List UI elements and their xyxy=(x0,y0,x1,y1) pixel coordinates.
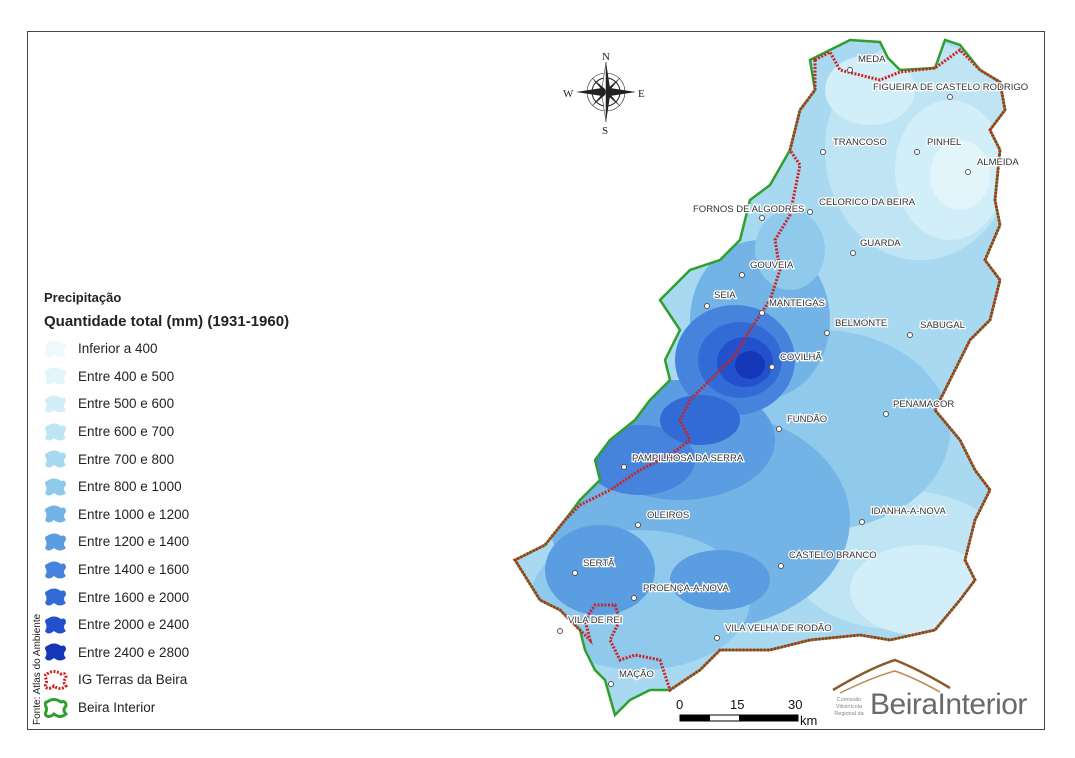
place-label-vila-velha: VILA VELHA DE RODÃO xyxy=(725,623,832,634)
legend-class-item: Entre 2400 e 2800 xyxy=(44,639,289,667)
legend-subtitle: Quantidade total (mm) (1931-1960) xyxy=(44,313,290,330)
logo-brand2: Interior xyxy=(937,688,1028,721)
color-swatch-icon xyxy=(45,478,66,496)
place-label-macao: MAÇÃO xyxy=(619,669,654,680)
place-label-covilha: COVILHÃ xyxy=(780,352,822,363)
place-label-vila-de-rei: VILA DE REI xyxy=(568,615,622,626)
place-label-fornos: FORNOS DE ALGODRES xyxy=(693,204,804,215)
scale-label-15: 15 xyxy=(730,697,745,712)
place-label-belmonte: BELMONTE xyxy=(835,318,887,329)
beira-interior-logo-icon xyxy=(832,658,951,694)
legend-label: Entre 1200 e 1400 xyxy=(78,534,190,550)
color-swatch-icon xyxy=(45,505,66,523)
legend-class-item: Entre 2000 e 2400 xyxy=(44,611,289,639)
place-label-meda: MEDA xyxy=(858,54,886,65)
legend-class-item: Inferior a 400 xyxy=(44,335,289,363)
place-label-penamacor: PENAMACOR xyxy=(893,399,954,410)
legend-label: Inferior a 400 xyxy=(78,341,158,357)
legend-class-item: Entre 800 e 1000 xyxy=(44,473,289,501)
logo-text: BeiraInterior xyxy=(870,688,1027,722)
place-label-celorico: CELORICO DA BEIRA xyxy=(819,197,916,208)
ig-terras-da-beira-boundary xyxy=(512,48,1007,693)
legend-class-item: Entre 1000 e 1200 xyxy=(44,501,289,529)
legend-label: Entre 600 e 700 xyxy=(78,424,175,440)
color-swatch-icon xyxy=(45,643,66,661)
source-note: Fonte: Atlas do Ambiente xyxy=(32,613,43,725)
legend-label: Entre 700 e 800 xyxy=(78,451,175,467)
scale-label-30: 30 xyxy=(788,697,803,712)
legend-boundaries: IG Terras da Beira Beira Interior xyxy=(44,666,289,721)
legend-boundary-item: IG Terras da Beira xyxy=(44,666,289,694)
color-swatch-icon xyxy=(45,533,66,551)
place-label-serta: SERTÃ xyxy=(583,558,615,569)
place-label-almeida: ALMEIDA xyxy=(977,157,1019,168)
compass-rose-icon: N S E W xyxy=(563,51,645,137)
legend-label: Entre 2000 e 2400 xyxy=(78,617,190,633)
compass-n: N xyxy=(602,51,610,63)
place-label-pampilhosa: PAMPILHOSA DA SERRA xyxy=(632,453,744,464)
legend-title: Precipitação xyxy=(44,290,122,305)
color-swatch-icon xyxy=(45,588,66,606)
place-label-guarda: GUARDA xyxy=(860,238,901,249)
place-label-figueira: FIGUEIRA DE CASTELO RODRIGO xyxy=(873,82,1028,93)
color-swatch-icon xyxy=(45,616,66,634)
place-label-seia: SEIA xyxy=(714,290,736,301)
color-swatch-icon xyxy=(45,423,66,441)
legend: Precipitação Quantidade total (mm) (1931… xyxy=(44,290,289,721)
color-swatch-icon xyxy=(45,561,66,579)
legend-class-item: Entre 1200 e 1400 xyxy=(44,528,289,556)
legend-label: Entre 1000 e 1200 xyxy=(78,506,190,522)
color-swatch-icon xyxy=(45,340,66,358)
legend-label: Entre 1600 e 2000 xyxy=(78,589,190,605)
place-label-sabugal: SABUGAL xyxy=(920,320,965,331)
legend-label: Entre 500 e 600 xyxy=(78,396,175,412)
compass-e: E xyxy=(638,88,645,100)
legend-class-item: Entre 1400 e 1600 xyxy=(44,556,289,584)
legend-class-item: Entre 500 e 600 xyxy=(44,390,289,418)
legend-label: Beira Interior xyxy=(78,700,156,716)
legend-label: Entre 400 e 500 xyxy=(78,368,175,384)
place-label-oleiros: OLEIROS xyxy=(647,510,689,521)
logo-brand: Beira xyxy=(870,688,938,721)
color-swatch-icon xyxy=(45,395,66,413)
place-label-castelo-branco: CASTELO BRANCO xyxy=(789,550,877,561)
logo-small-text: Comissão Vitivinícola Regional da xyxy=(834,697,864,717)
place-label-trancoso: TRANCOSO xyxy=(833,137,887,148)
legend-boundary-item: Beira Interior xyxy=(44,694,289,722)
place-label-manteigas: MANTEIGAS xyxy=(769,298,825,309)
place-label-gouveia: GOUVEIA xyxy=(750,260,794,271)
place-label-fundao: FUNDÃO xyxy=(787,414,827,425)
compass-s: S xyxy=(602,125,608,137)
place-dot xyxy=(847,67,853,73)
place-label-proenca: PROENÇA-A-NOVA xyxy=(643,583,730,594)
scale-unit: km xyxy=(800,713,818,728)
legend-label: Entre 1400 e 1600 xyxy=(78,562,190,578)
boundary-swatch-icon xyxy=(44,697,68,718)
color-swatch-icon xyxy=(45,450,66,468)
place-label-idanha: IDANHA-A-NOVA xyxy=(871,506,946,517)
scale-bar xyxy=(679,714,799,722)
place-markers: MEDA FIGUEIRA DE CASTELO RODRIGO TRANCOS… xyxy=(557,53,1029,687)
color-swatch-icon xyxy=(45,367,66,385)
legend-label: Entre 2400 e 2800 xyxy=(78,644,190,660)
legend-label: Entre 800 e 1000 xyxy=(78,479,182,495)
place-label-pinhel: PINHEL xyxy=(927,137,961,148)
legend-class-item: Entre 1600 e 2000 xyxy=(44,583,289,611)
boundary-swatch-icon xyxy=(44,669,68,690)
legend-class-item: Entre 600 e 700 xyxy=(44,418,289,446)
scale-label-0: 0 xyxy=(676,697,684,712)
legend-classes: Inferior a 400 Entre 400 e 500 Entre 500 e… xyxy=(44,335,289,666)
legend-class-item: Entre 700 e 800 xyxy=(44,445,289,473)
compass-w: W xyxy=(563,88,574,100)
legend-class-item: Entre 400 e 500 xyxy=(44,363,289,391)
legend-label: IG Terras da Beira xyxy=(78,672,188,688)
